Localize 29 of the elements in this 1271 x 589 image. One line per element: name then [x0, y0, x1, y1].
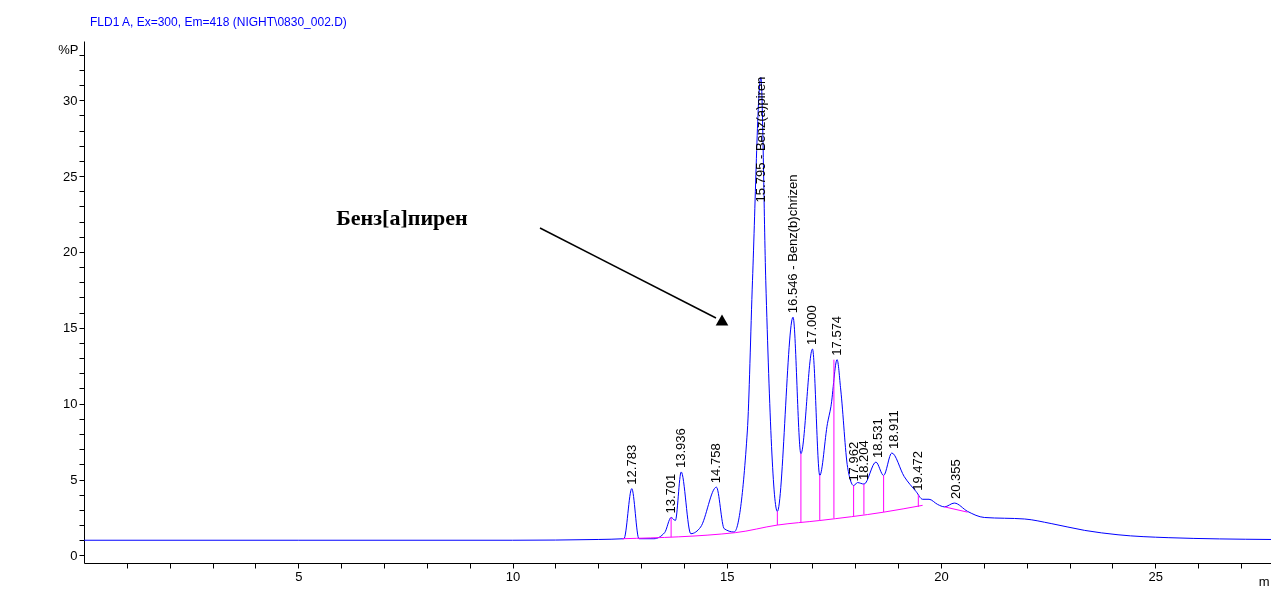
x-axis-title: m	[1258, 573, 1270, 589]
annotation: 16.546 - Benz(b)chrizen	[785, 174, 801, 314]
annotation: 17.000	[804, 305, 820, 346]
annotation: 14.758	[708, 443, 724, 484]
y-tick-label: 30	[63, 92, 78, 108]
y-tick-label: 0	[70, 547, 78, 563]
y-tick-label: 5	[70, 472, 78, 488]
x-tick-label: 25	[1148, 568, 1164, 584]
annotation: 18.204	[856, 440, 872, 481]
x-tick-label: 10	[505, 568, 521, 584]
y-tick-label: 10	[63, 396, 78, 412]
y-tick-label: 20	[63, 244, 78, 260]
annotation: 13.701	[663, 473, 679, 514]
annotation: 17.574	[829, 315, 845, 356]
annotation: 18.911	[886, 410, 902, 449]
annotation: 13.936	[673, 428, 689, 468]
x-tick-label: 20	[934, 568, 949, 584]
x-tick-label: 15	[720, 568, 735, 584]
y-tick-label: 25	[63, 168, 78, 184]
annotation: Бенз[а]пирен	[336, 205, 469, 230]
chart-title: FLD1 A, Ex=300, Em=418 (NIGHT\0830_002.D)	[90, 15, 347, 29]
annotation: 20.355	[948, 459, 964, 500]
annotation: 15.795 - Benz(a)piren	[752, 76, 768, 203]
annotation: 12.783	[623, 444, 639, 485]
y-tick-label: 15	[63, 320, 78, 336]
x-tick-label: 5	[295, 568, 303, 584]
y-axis-title: %P	[58, 41, 79, 57]
annotation: 19.472	[910, 450, 926, 491]
annotation: 18.531	[870, 418, 886, 459]
